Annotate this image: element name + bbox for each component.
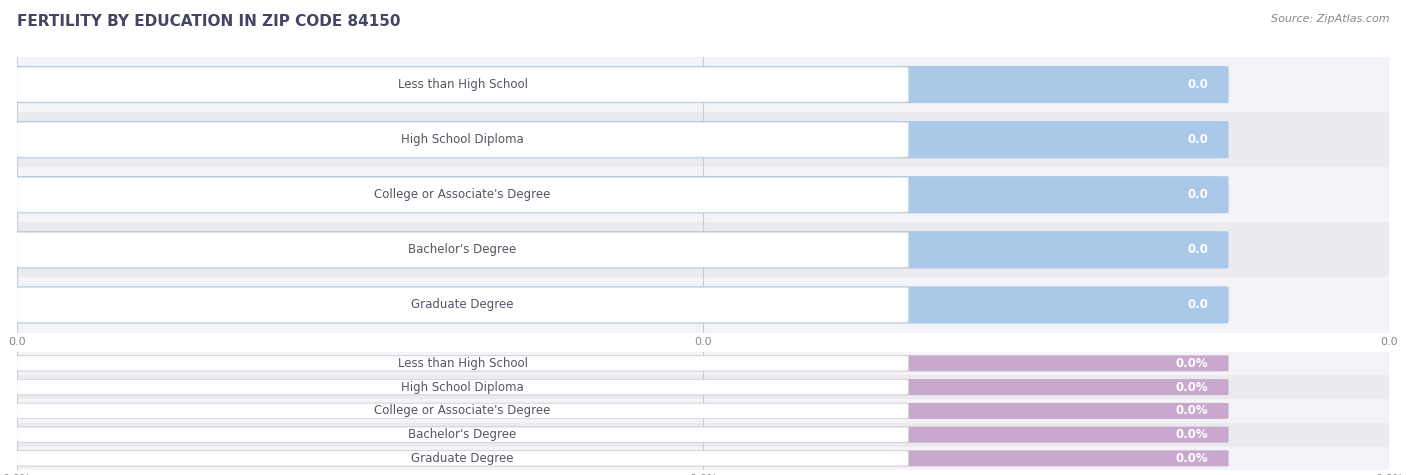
- FancyBboxPatch shape: [13, 450, 1229, 466]
- FancyBboxPatch shape: [13, 427, 1229, 443]
- Text: College or Associate's Degree: College or Associate's Degree: [374, 404, 551, 418]
- FancyBboxPatch shape: [17, 403, 908, 418]
- FancyBboxPatch shape: [17, 232, 908, 267]
- Bar: [17, 399, 1389, 423]
- Text: High School Diploma: High School Diploma: [401, 380, 524, 394]
- Text: 0.0%: 0.0%: [1175, 428, 1208, 441]
- Text: Bachelor's Degree: Bachelor's Degree: [409, 428, 517, 441]
- Bar: [17, 112, 1389, 167]
- FancyBboxPatch shape: [13, 66, 1229, 103]
- Text: 0.0: 0.0: [1187, 298, 1208, 312]
- Text: Source: ZipAtlas.com: Source: ZipAtlas.com: [1271, 14, 1389, 24]
- Text: Less than High School: Less than High School: [398, 78, 527, 91]
- Text: 0.0: 0.0: [1187, 78, 1208, 91]
- FancyBboxPatch shape: [17, 427, 908, 442]
- Text: Bachelor's Degree: Bachelor's Degree: [409, 243, 517, 256]
- FancyBboxPatch shape: [13, 121, 1229, 158]
- Text: College or Associate's Degree: College or Associate's Degree: [374, 188, 551, 201]
- Text: 0.0%: 0.0%: [1175, 452, 1208, 465]
- Bar: [17, 57, 1389, 112]
- Bar: [17, 375, 1389, 399]
- Text: 0.0%: 0.0%: [1175, 404, 1208, 418]
- Bar: [17, 167, 1389, 222]
- Text: 0.0: 0.0: [1187, 133, 1208, 146]
- Text: Less than High School: Less than High School: [398, 357, 527, 370]
- Text: 0.0%: 0.0%: [1175, 380, 1208, 394]
- FancyBboxPatch shape: [13, 403, 1229, 419]
- Text: 0.0%: 0.0%: [1175, 357, 1208, 370]
- FancyBboxPatch shape: [17, 287, 908, 323]
- Bar: [17, 352, 1389, 375]
- FancyBboxPatch shape: [17, 122, 908, 157]
- FancyBboxPatch shape: [17, 451, 908, 466]
- Bar: [17, 222, 1389, 277]
- FancyBboxPatch shape: [13, 286, 1229, 323]
- Text: 0.0: 0.0: [1187, 188, 1208, 201]
- Text: Graduate Degree: Graduate Degree: [412, 452, 513, 465]
- FancyBboxPatch shape: [17, 67, 908, 102]
- Text: Graduate Degree: Graduate Degree: [412, 298, 513, 312]
- FancyBboxPatch shape: [13, 231, 1229, 268]
- Text: 0.0: 0.0: [1187, 243, 1208, 256]
- FancyBboxPatch shape: [13, 176, 1229, 213]
- Bar: [17, 446, 1389, 470]
- Text: FERTILITY BY EDUCATION IN ZIP CODE 84150: FERTILITY BY EDUCATION IN ZIP CODE 84150: [17, 14, 401, 29]
- FancyBboxPatch shape: [17, 177, 908, 212]
- FancyBboxPatch shape: [13, 379, 1229, 395]
- Bar: [17, 277, 1389, 332]
- Text: High School Diploma: High School Diploma: [401, 133, 524, 146]
- Bar: [17, 423, 1389, 446]
- FancyBboxPatch shape: [17, 356, 908, 371]
- FancyBboxPatch shape: [17, 380, 908, 395]
- FancyBboxPatch shape: [13, 355, 1229, 371]
